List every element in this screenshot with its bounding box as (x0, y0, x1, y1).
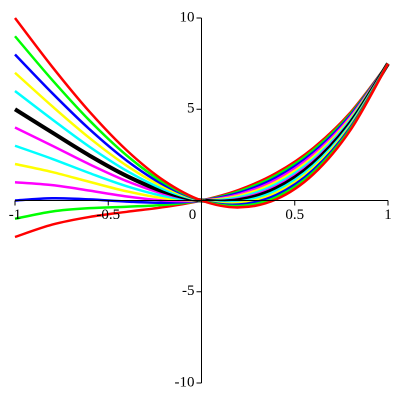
x-tick-label: -0.5 (96, 207, 120, 223)
y-tick-label: 5 (187, 101, 195, 117)
x-tick-label: 0.5 (285, 207, 304, 223)
y-tick-label: 10 (180, 9, 195, 25)
x-tick-label: 0 (189, 207, 197, 223)
y-tick-label: -10 (175, 374, 195, 390)
x-tick-label: -1 (9, 207, 22, 223)
y-tick-label: -5 (182, 283, 195, 299)
x-tick-label: 1 (384, 207, 392, 223)
axes: -1 -0.5 0 0.5 1 -10 -5 5 10 (9, 9, 392, 390)
